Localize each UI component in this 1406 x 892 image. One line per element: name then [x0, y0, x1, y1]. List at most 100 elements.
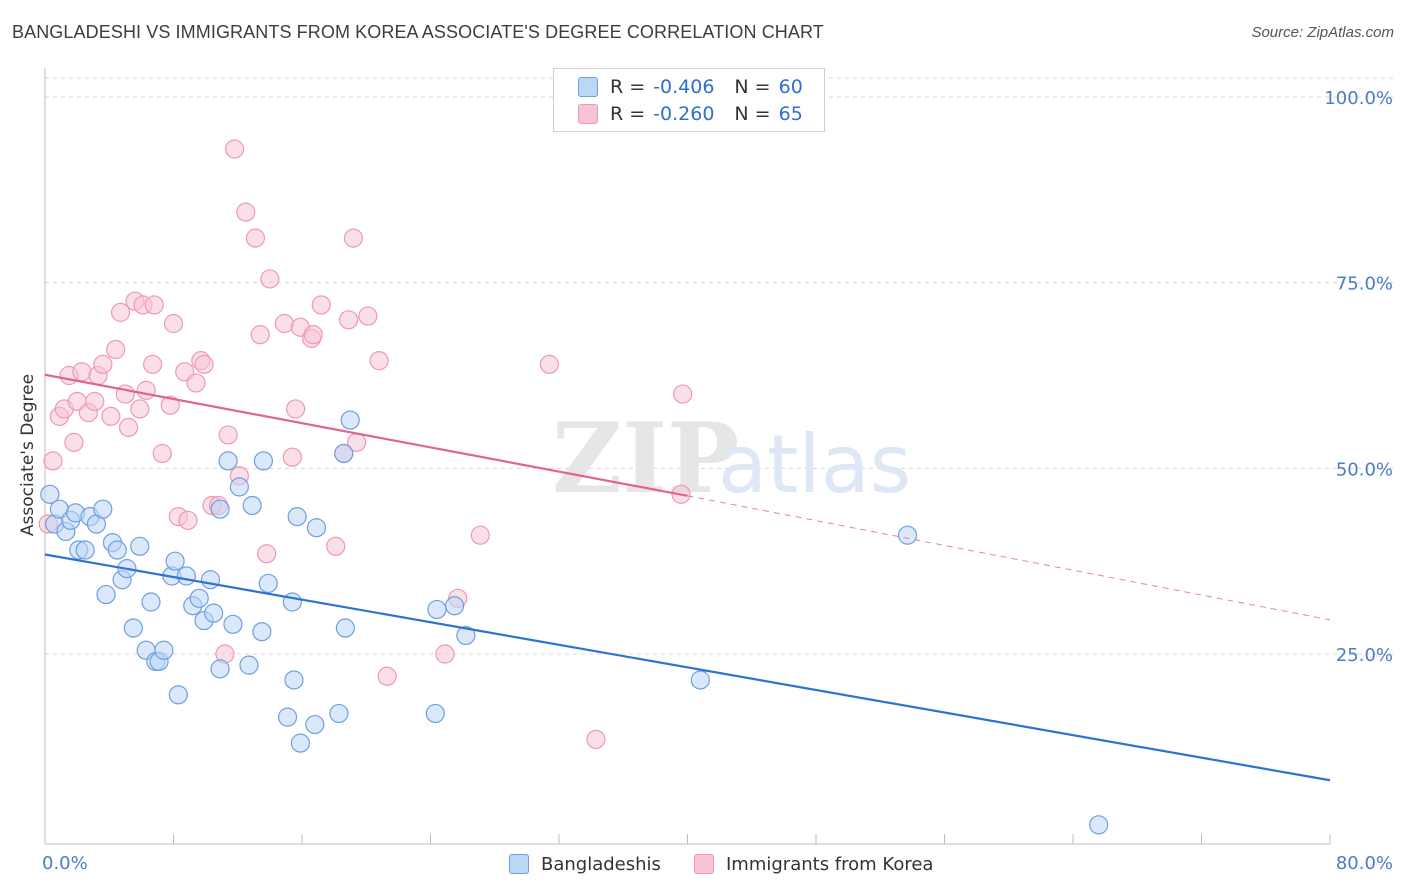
bangladeshi-point: [340, 410, 360, 430]
bangladeshi-point: [1089, 815, 1109, 835]
korea-point: [106, 339, 126, 360]
bottom-legend-label: Immigrants from Korea: [726, 853, 934, 875]
trend-lines: [44, 373, 1331, 782]
bangladeshi-trend-line: [44, 553, 1331, 782]
bangladeshi-point: [456, 625, 476, 646]
bangladeshi-point: [40, 484, 60, 504]
korea-point: [64, 432, 84, 452]
bangladeshi-point: [96, 584, 116, 605]
korea-point: [43, 451, 63, 471]
korea-point: [326, 536, 346, 556]
bangladeshi-point: [690, 670, 710, 690]
chart-title: BANGLADESHI VS IMMIGRANTS FROM KOREA ASS…: [12, 22, 824, 42]
bangladeshi-point: [290, 733, 310, 753]
y-tick-label: 75.0%: [1336, 274, 1393, 295]
korea-point: [130, 399, 150, 419]
korea-point: [152, 443, 172, 464]
bangladeshi-point: [242, 495, 262, 516]
bangladeshi-point: [123, 618, 143, 638]
legend-row-bangladeshi: R = -0.406 N = 60: [578, 75, 803, 99]
y-tick-label: 50.0%: [1336, 459, 1393, 480]
grid-lines: [45, 77, 1395, 655]
legend-swatch-pink: [578, 104, 598, 124]
bangladeshi-point: [130, 536, 150, 556]
korea-point: [118, 417, 139, 438]
bangladeshi-point: [165, 551, 185, 571]
watermark-atlas: atlas: [718, 418, 911, 511]
bangladeshi-point: [425, 703, 445, 724]
legend-r-value: -0.260: [653, 103, 715, 125]
source-label: Source: ZipAtlas.com: [1251, 24, 1394, 41]
korea-point: [377, 666, 397, 686]
legend-swatch-blue: [578, 77, 598, 97]
x-tick-max: 80.0%: [1336, 853, 1393, 874]
bangladeshi-point: [306, 518, 327, 538]
bottom-legend-swatch-blue: [509, 854, 529, 874]
bangladeshi-point: [75, 540, 95, 560]
korea-point: [303, 325, 323, 345]
korea-point: [72, 362, 92, 382]
bottom-legend-korea[interactable]: Immigrants from Korea: [694, 851, 933, 877]
korea-point: [250, 325, 270, 345]
legend-r-label: R =: [610, 76, 646, 98]
bangladeshi-point: [329, 703, 349, 724]
korea-point: [218, 425, 238, 445]
korea-point: [673, 384, 693, 404]
korea-point: [110, 302, 131, 322]
bangladeshi-point: [210, 499, 230, 519]
bangladeshi-points: [40, 410, 1109, 835]
korea-point: [369, 351, 389, 371]
zipatlas-watermark: ZIP atlas: [552, 402, 911, 515]
legend-n-value: 60: [778, 76, 803, 98]
watermark-zip: ZIP: [552, 402, 739, 515]
bangladeshi-point: [176, 566, 196, 586]
bangladeshi-point: [444, 596, 465, 616]
korea-point: [236, 202, 256, 222]
korea-point: [274, 313, 294, 334]
bottom-legend-swatch-pink: [694, 854, 714, 874]
korea-point: [586, 729, 606, 750]
legend-r-label: R =: [610, 103, 646, 125]
correlation-legend: R = -0.406 N = 60 R = -0.260 N = 65: [553, 68, 825, 132]
bangladeshi-point: [229, 477, 249, 497]
bangladeshi-point: [335, 618, 355, 638]
bangladeshi-point: [200, 570, 221, 590]
bangladeshi-point: [154, 640, 174, 660]
bangladeshi-point: [287, 507, 307, 527]
bangladeshi-point: [210, 659, 230, 679]
bangladeshi-point: [258, 573, 278, 594]
korea-point: [311, 295, 331, 315]
korea-point: [338, 310, 359, 330]
legend-n-label: N =: [734, 76, 771, 98]
korea-point: [260, 269, 280, 289]
legend-row-korea: R = -0.260 N = 65: [578, 102, 803, 126]
korea-point: [358, 306, 378, 326]
bangladeshi-point: [282, 592, 302, 612]
bottom-legend-bangladeshis[interactable]: Bangladeshis: [509, 851, 661, 877]
bangladeshi-point: [334, 443, 354, 464]
korea-point: [245, 228, 266, 248]
korea-point: [194, 354, 214, 374]
korea-point: [224, 139, 245, 159]
korea-point: [186, 373, 206, 393]
bangladeshi-point: [107, 540, 127, 560]
korea-point: [160, 395, 180, 415]
bangladeshi-point: [168, 685, 188, 705]
korea-point: [101, 406, 121, 426]
bangladeshi-point: [223, 614, 243, 634]
bangladeshi-point: [897, 525, 918, 545]
bangladeshi-point: [189, 588, 209, 608]
korea-point: [143, 354, 163, 374]
korea-point: [163, 313, 184, 334]
y-tick-label: 100.0%: [1324, 88, 1393, 109]
korea-point: [93, 354, 113, 374]
korea-point: [136, 380, 156, 400]
legend-n-label: N =: [734, 103, 771, 125]
korea-point: [539, 354, 559, 374]
bangladeshi-point: [239, 655, 259, 675]
bangladeshi-point: [93, 499, 113, 519]
bangladeshi-point: [284, 670, 304, 690]
korea-point: [144, 295, 164, 315]
legend-n-value: 65: [778, 103, 803, 125]
